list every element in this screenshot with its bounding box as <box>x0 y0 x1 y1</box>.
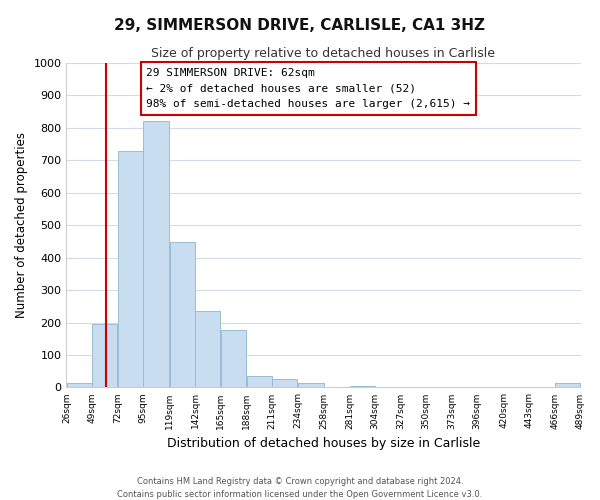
Bar <box>118 150 143 388</box>
Bar <box>143 122 169 388</box>
Bar <box>298 383 324 388</box>
Text: Contains HM Land Registry data © Crown copyright and database right 2024.
Contai: Contains HM Land Registry data © Crown c… <box>118 477 482 499</box>
Bar <box>170 242 195 388</box>
Title: Size of property relative to detached houses in Carlisle: Size of property relative to detached ho… <box>151 48 496 60</box>
Bar <box>196 310 220 388</box>
Bar <box>221 330 246 388</box>
Bar <box>92 324 117 388</box>
Text: 29 SIMMERSON DRIVE: 62sqm
← 2% of detached houses are smaller (52)
98% of semi-d: 29 SIMMERSON DRIVE: 62sqm ← 2% of detach… <box>146 68 470 109</box>
Bar <box>272 380 297 388</box>
Bar <box>555 383 580 388</box>
Bar <box>67 383 92 388</box>
Bar <box>247 376 272 388</box>
X-axis label: Distribution of detached houses by size in Carlisle: Distribution of detached houses by size … <box>167 437 480 450</box>
Text: 29, SIMMERSON DRIVE, CARLISLE, CA1 3HZ: 29, SIMMERSON DRIVE, CARLISLE, CA1 3HZ <box>115 18 485 32</box>
Y-axis label: Number of detached properties: Number of detached properties <box>15 132 28 318</box>
Bar <box>350 386 375 388</box>
